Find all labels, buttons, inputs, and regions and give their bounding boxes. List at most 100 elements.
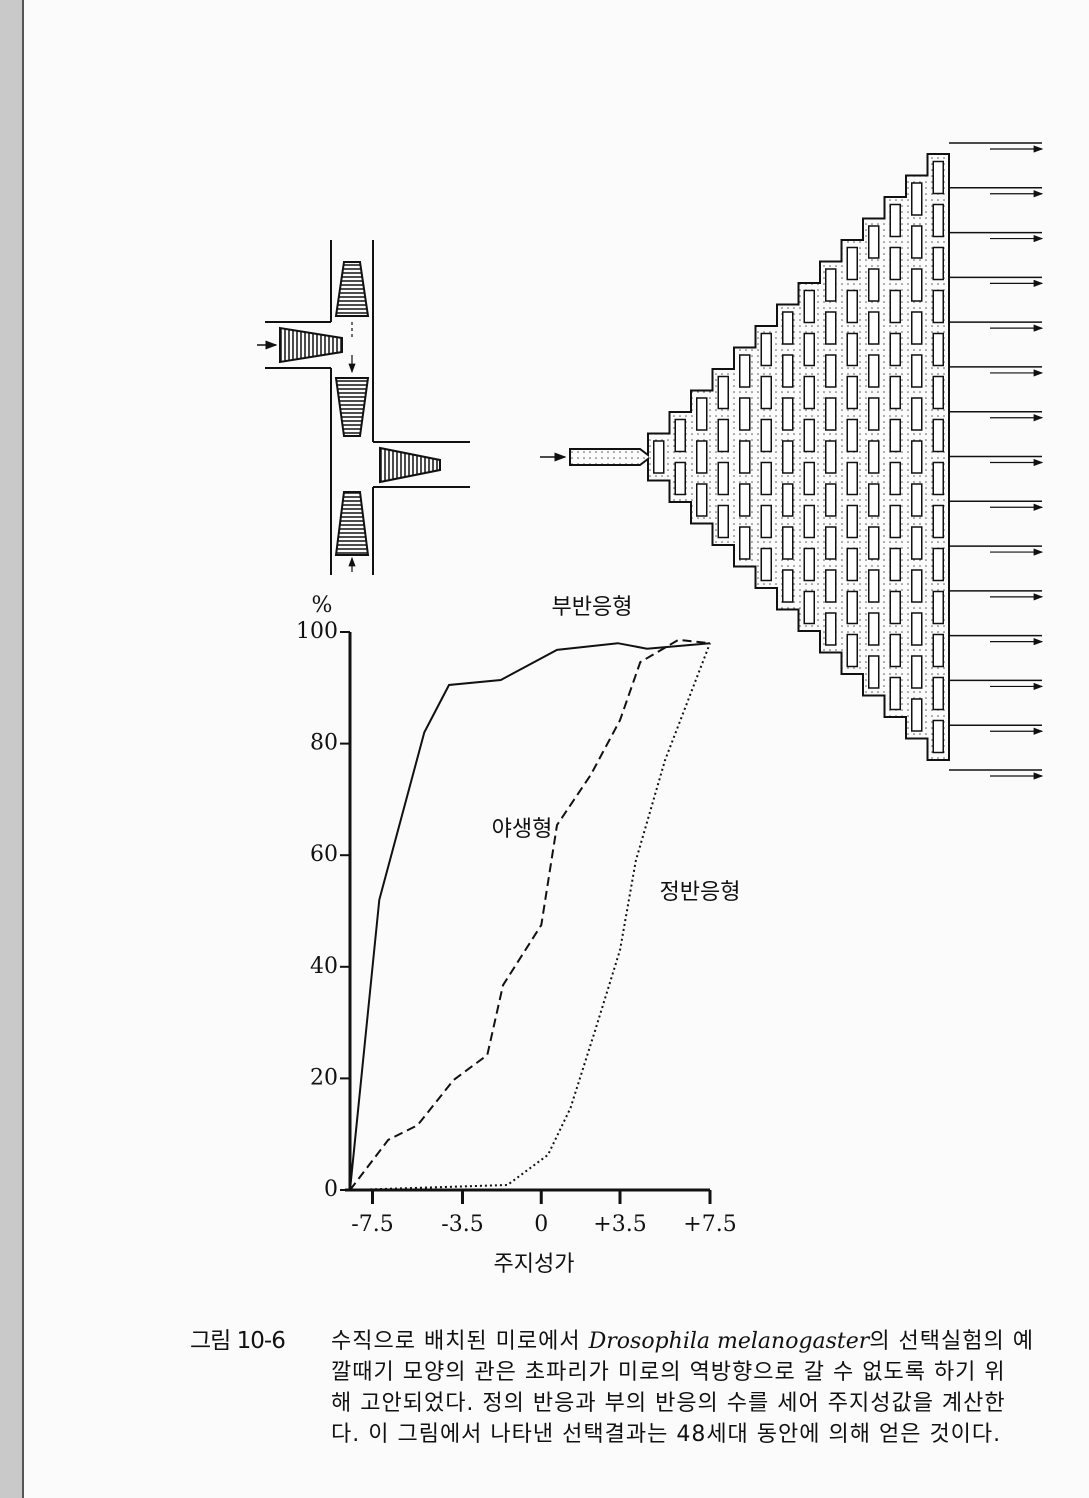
series-label: 정반응형 [660, 880, 741, 905]
y-tick-label: 40 [310, 954, 338, 979]
maze-cell [889, 418, 901, 453]
maze-diagram [569, 142, 1044, 780]
maze-cell [782, 311, 794, 345]
caption-text: 해 고안되었다. 정의 반응과 부의 반응의 수를 세어 주지성값을 계산한 [331, 1391, 1006, 1416]
maze-cell [739, 526, 751, 560]
maze-cell [932, 633, 944, 668]
maze-cell [825, 569, 837, 603]
caption-text: Drosophila melanogaster [588, 1329, 870, 1354]
maze-cell [868, 397, 880, 431]
maze-cell [932, 590, 944, 625]
maze-cell [674, 461, 686, 496]
maze-cell [868, 225, 880, 259]
maze-body [569, 153, 950, 761]
maze-cell [717, 461, 729, 496]
maze-cell [760, 418, 772, 453]
y-tick-label: 20 [310, 1065, 338, 1090]
maze-cell [803, 461, 815, 496]
x-tick-label: -7.5 [351, 1212, 393, 1237]
maze-cell [868, 612, 880, 646]
maze-cell [674, 418, 686, 453]
maze-cell [717, 375, 729, 410]
caption-line: 해 고안되었다. 정의 반응과 부의 반응의 수를 세어 주지성값을 계산한 [331, 1388, 1034, 1419]
maze-cell [846, 590, 858, 625]
maze-cell [932, 418, 944, 453]
maze-cell [889, 332, 901, 367]
maze-cell [846, 547, 858, 582]
maze-cell [846, 375, 858, 410]
maze-cell [868, 655, 880, 689]
maze-cell [868, 354, 880, 388]
maze-cell [868, 440, 880, 474]
x-tick-label: 0 [534, 1212, 548, 1237]
maze-cell [911, 440, 923, 474]
maze-cell [782, 569, 794, 603]
maze-cell [868, 483, 880, 517]
maze-cell [825, 612, 837, 646]
maze-cell [911, 655, 923, 689]
caption-text: 의 선택실험의 예 [869, 1329, 1034, 1354]
maze-cell [696, 483, 708, 517]
chart: % 주지성가 0 20 40 60 80 100 -7.5 -3.5 0 +3.5 +7.5 부반응형야생… [296, 593, 740, 1277]
maze-cell [932, 375, 944, 410]
maze-cell [653, 440, 665, 474]
caption-text: 수직으로 배치된 미로에서 [331, 1329, 589, 1354]
x-tick-label: +7.5 [683, 1212, 736, 1237]
maze-cell [932, 160, 944, 195]
maze-cell [889, 676, 901, 711]
y-tick-label: 60 [310, 842, 338, 867]
maze-cell [825, 440, 837, 474]
caption-body: 수직으로 배치된 미로에서 Drosophila melanogaster의 선… [331, 1326, 1034, 1450]
maze-cell [803, 332, 815, 367]
maze-cell [911, 612, 923, 646]
maze-cell [846, 461, 858, 496]
maze-cell [739, 354, 751, 388]
y-axis-label: % [312, 593, 333, 618]
maze-cell [803, 375, 815, 410]
maze-cell [803, 547, 815, 582]
maze-cell [739, 483, 751, 517]
y-tick-label: 0 [324, 1177, 338, 1202]
maze-cell [889, 590, 901, 625]
maze-cell [825, 311, 837, 345]
maze-cell [889, 504, 901, 539]
maze-cell [825, 354, 837, 388]
maze-cell [932, 676, 944, 711]
maze-cell [889, 289, 901, 324]
maze-cell [825, 397, 837, 431]
series-line [349, 642, 711, 1191]
maze-cell [889, 461, 901, 496]
funnel-diagram [257, 240, 567, 575]
maze-cell [911, 698, 923, 732]
x-tick-label: +3.5 [593, 1212, 646, 1237]
maze-cell [782, 397, 794, 431]
series-label: 야생형 [492, 817, 553, 842]
caption-line: 다. 이 그림에서 나타낸 선택결과는 48세대 동안에 의해 얻은 것이다. [331, 1419, 1034, 1450]
maze-cell [760, 332, 772, 367]
maze-cell [717, 418, 729, 453]
maze-cell [889, 203, 901, 238]
maze-cell [911, 182, 923, 216]
page-edge [0, 0, 24, 1498]
y-tick-label: 80 [310, 731, 338, 756]
maze-cell [782, 483, 794, 517]
maze-cell [911, 483, 923, 517]
maze-cell [911, 311, 923, 345]
maze-cell [932, 719, 944, 754]
figure: % 주지성가 0 20 40 60 80 100 -7.5 -3.5 0 +3.5 +7.5 부반응형야생… [257, 142, 1044, 1277]
maze-cell [825, 526, 837, 560]
maze-cell [889, 246, 901, 281]
maze-cell [825, 268, 837, 302]
maze-cell [932, 332, 944, 367]
maze-cell [889, 375, 901, 410]
maze-cell [868, 311, 880, 345]
maze-cell [846, 633, 858, 668]
caption-line: 수직으로 배치된 미로에서 Drosophila melanogaster의 선… [331, 1326, 1034, 1357]
maze-cell [932, 547, 944, 582]
maze-cell [760, 375, 772, 410]
maze-cell [782, 440, 794, 474]
maze-cell [889, 633, 901, 668]
maze-cell [846, 418, 858, 453]
maze-cell [760, 547, 772, 582]
maze-cell [932, 246, 944, 281]
